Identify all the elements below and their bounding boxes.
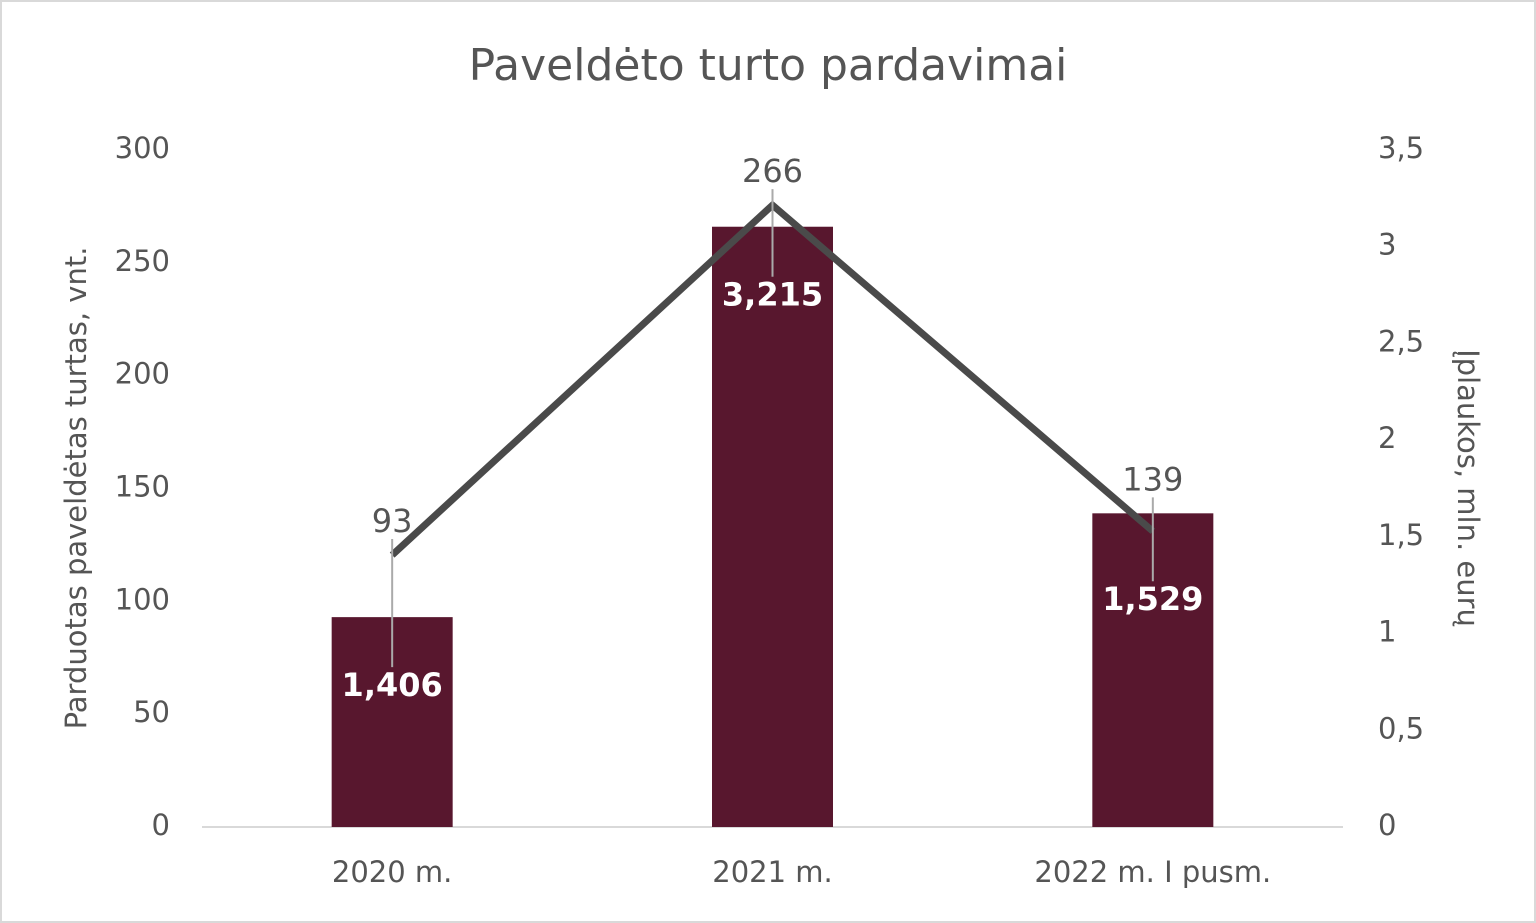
y2-axis-title: Įplaukos, mln. eurų — [1451, 349, 1485, 627]
bar-value-label: 266 — [742, 152, 803, 190]
line-value-label: 1,529 — [1102, 580, 1203, 618]
y-tick-label: 150 — [115, 470, 170, 504]
chart-title: Paveldėto turto pardavimai — [469, 40, 1068, 91]
y2-tick-label: 0 — [1378, 808, 1396, 842]
y-tick-label: 200 — [115, 357, 170, 391]
y2-tick-label: 0,5 — [1378, 711, 1424, 745]
x-tick-label: 2021 m. — [712, 855, 833, 889]
x-tick-label: 2020 m. — [332, 855, 453, 889]
y-tick-label: 50 — [133, 695, 170, 729]
y2-tick-label: 2,5 — [1378, 324, 1424, 358]
y-tick-label: 100 — [115, 582, 170, 616]
y-axis-title: Parduotas paveldėtas turtas, vnt. — [59, 247, 93, 730]
y2-tick-label: 1,5 — [1378, 518, 1424, 552]
y2-tick-label: 1 — [1378, 615, 1396, 649]
y-tick-label: 300 — [115, 131, 170, 165]
bar-value-label: 139 — [1122, 460, 1183, 498]
bar-value-label: 93 — [372, 502, 413, 540]
y2-tick-label: 3,5 — [1378, 131, 1424, 165]
bar — [712, 226, 833, 827]
y-tick-label: 250 — [115, 244, 170, 278]
y2-tick-label: 2 — [1378, 421, 1396, 455]
y2-tick-label: 3 — [1378, 228, 1396, 262]
x-tick-label: 2022 m. I pusm. — [1034, 855, 1271, 889]
y-tick-label: 0 — [152, 808, 170, 842]
line-value-label: 3,215 — [722, 276, 823, 314]
line-value-label: 1,406 — [342, 666, 443, 704]
